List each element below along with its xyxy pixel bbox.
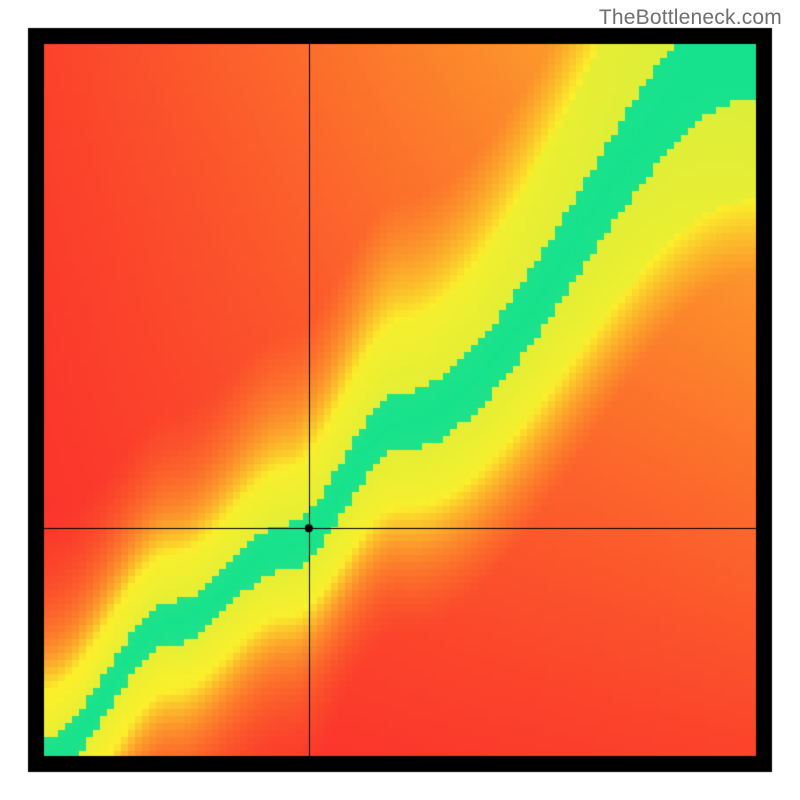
bottleneck-heatmap — [0, 0, 800, 800]
watermark-text: TheBottleneck.com — [599, 6, 782, 30]
figure-container: TheBottleneck.com — [0, 0, 800, 800]
